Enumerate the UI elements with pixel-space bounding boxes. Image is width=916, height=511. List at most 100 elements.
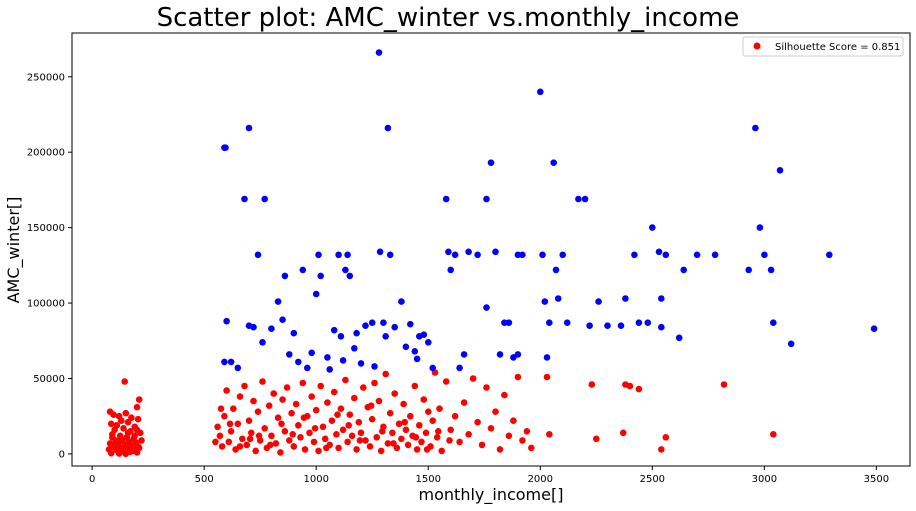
data-point [339, 426, 347, 434]
data-point [310, 438, 318, 446]
data-point [230, 405, 237, 413]
data-point [241, 195, 248, 203]
data-point [362, 437, 369, 444]
data-point [375, 397, 383, 405]
data-point [243, 441, 251, 449]
data-point [418, 438, 425, 446]
data-point [761, 251, 768, 259]
y-tick-label: 250000 [27, 72, 65, 83]
data-point [655, 248, 663, 256]
data-point [324, 354, 331, 361]
data-point [312, 406, 320, 414]
data-point [435, 428, 442, 435]
data-point [321, 435, 329, 443]
x-tick-label: 3500 [864, 474, 889, 485]
data-point [255, 432, 263, 440]
data-point [261, 425, 269, 432]
y-tick-label: 50000 [33, 374, 65, 385]
data-point [241, 382, 248, 390]
data-point [245, 124, 253, 132]
data-point [496, 351, 504, 358]
data-point [122, 409, 130, 417]
x-tick-label: 0 [89, 474, 95, 485]
data-point [412, 434, 420, 441]
data-point [301, 446, 309, 453]
data-point [402, 426, 410, 434]
data-point [308, 349, 316, 357]
data-point [456, 364, 463, 372]
data-point [311, 425, 319, 432]
data-point [315, 447, 322, 455]
data-point [234, 364, 242, 372]
data-point [423, 446, 431, 453]
data-point [348, 432, 356, 440]
data-point [776, 167, 784, 174]
data-point [250, 323, 257, 331]
chart-title: Scatter plot: AMC_winter vs.monthly_inco… [157, 3, 740, 33]
data-point [351, 394, 358, 402]
x-tick-label: 2000 [528, 474, 553, 485]
data-point [317, 382, 325, 390]
x-tick-label: 3000 [752, 474, 777, 485]
data-point [429, 417, 437, 425]
data-point [105, 446, 113, 453]
data-point [445, 248, 452, 256]
data-point [543, 354, 551, 361]
data-point [290, 443, 298, 450]
data-point [483, 384, 490, 391]
data-point [214, 423, 221, 431]
data-point [295, 358, 302, 366]
data-point [216, 432, 224, 440]
data-point [401, 418, 409, 426]
data-point [295, 422, 302, 429]
data-point [223, 317, 230, 325]
data-point [333, 431, 340, 438]
data-point [550, 159, 557, 166]
data-point [465, 431, 472, 438]
data-point [438, 447, 446, 455]
data-point [268, 325, 275, 333]
data-point [109, 434, 116, 441]
data-point [492, 248, 499, 256]
data-point [528, 444, 535, 452]
data-point [353, 446, 360, 453]
data-point [367, 402, 375, 410]
data-point [451, 412, 459, 420]
data-point [436, 405, 443, 413]
data-point [631, 251, 638, 259]
data-point [767, 266, 775, 274]
data-point [290, 329, 298, 337]
data-point [317, 272, 325, 280]
data-point [393, 444, 401, 452]
data-point [391, 323, 399, 331]
data-point [339, 357, 347, 364]
data-point [586, 322, 593, 330]
data-point [279, 316, 286, 324]
data-point [787, 340, 795, 348]
data-point [407, 320, 414, 328]
data-point [442, 378, 450, 385]
data-point [274, 414, 282, 422]
data-point [539, 251, 546, 259]
data-point [456, 438, 463, 446]
data-point [537, 88, 544, 96]
data-point [559, 251, 566, 259]
data-point [337, 405, 345, 413]
data-point [289, 431, 297, 438]
data-point [111, 441, 118, 449]
y-tick-label: 100000 [27, 299, 65, 310]
data-point [693, 251, 701, 259]
legend-marker [753, 42, 761, 50]
data-point [675, 334, 683, 342]
data-point [451, 251, 459, 259]
data-point [277, 449, 284, 456]
data-point [483, 304, 490, 311]
data-point [342, 266, 349, 274]
data-point [380, 319, 387, 327]
data-point [353, 329, 360, 337]
data-point [328, 417, 336, 425]
data-point [658, 446, 665, 453]
data-point [342, 376, 349, 384]
data-point [345, 422, 353, 429]
data-point [395, 420, 403, 428]
